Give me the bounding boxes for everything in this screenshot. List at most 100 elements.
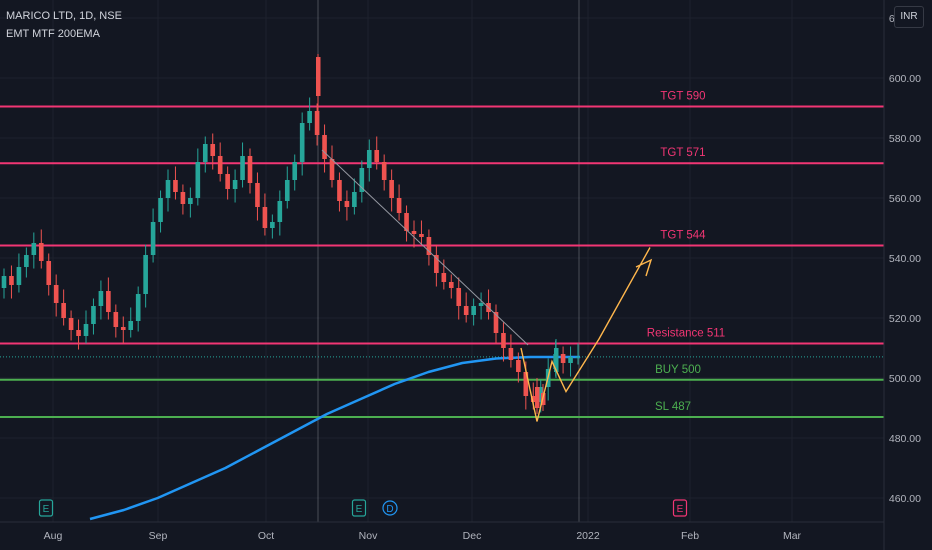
time-tick-label: Mar (783, 530, 802, 542)
level-text: TGT 544 (660, 230, 706, 242)
candle-body (381, 162, 387, 180)
candle-body (232, 180, 238, 189)
candle-body (560, 354, 566, 363)
candle-body (46, 261, 52, 285)
candle-body (143, 255, 148, 294)
symbol-title[interactable]: MARICO LTD, 1D, NSE (6, 10, 122, 22)
time-axis[interactable]: Aug Sep Oct Nov Dec 2022 Feb Mar (0, 521, 884, 542)
currency-badge[interactable]: INR (894, 6, 924, 28)
event-marker-label: E (43, 504, 50, 515)
candle-body (538, 387, 544, 402)
candle-body (165, 180, 171, 198)
drawings (321, 149, 653, 422)
candle-body (396, 198, 402, 213)
candle-body (292, 162, 298, 180)
candle-body (359, 168, 365, 192)
candle-body (426, 237, 432, 255)
candle-body (284, 180, 290, 201)
price-tick-label: 560.00 (889, 193, 921, 205)
candle-body (307, 111, 312, 123)
candle-body (9, 276, 14, 285)
candle-body (366, 150, 372, 168)
time-tick-label: Feb (681, 530, 699, 542)
candle-body (344, 201, 350, 207)
candle-body (501, 333, 506, 348)
event-marker-label: E (677, 504, 684, 515)
candle-body (441, 273, 447, 282)
time-tick-label: Dec (463, 530, 482, 542)
candle-body (434, 255, 439, 273)
time-tick-label: Aug (44, 530, 63, 542)
candle-body (471, 306, 476, 315)
time-tick-label: Nov (359, 530, 378, 542)
earnings-marker-icon[interactable] (351, 499, 367, 517)
candle-body (322, 135, 327, 159)
price-tick-label: 480.00 (889, 433, 921, 445)
candle-body (150, 222, 156, 255)
candle-body (128, 321, 134, 330)
grid (0, 0, 884, 522)
candle-body (374, 150, 380, 162)
candle-body (516, 360, 521, 372)
candle-body (31, 243, 37, 255)
candle-body (530, 396, 536, 402)
candle-body (68, 318, 74, 330)
candle-body (478, 303, 484, 306)
earnings-marker-icon[interactable] (38, 499, 54, 517)
candle-body (210, 144, 216, 156)
time-tick-label: Oct (258, 530, 274, 542)
candle-body (16, 267, 22, 285)
indicator-label[interactable]: EMT MTF 200EMA (6, 28, 100, 40)
event-marker-label: D (386, 504, 393, 515)
level-text: BUY 500 (655, 364, 701, 376)
candle-body (240, 156, 245, 180)
candle-body (173, 180, 178, 192)
candle-body (270, 222, 275, 228)
price-tick-label: 460.00 (889, 493, 921, 505)
candle-body (352, 192, 357, 207)
candle-body (98, 291, 104, 306)
candle-body (53, 285, 59, 303)
earnings-marker-icon[interactable] (672, 499, 688, 517)
trend-line (321, 149, 529, 346)
candle-body (523, 372, 529, 396)
candle-body (554, 348, 559, 372)
candle-body (568, 357, 573, 363)
candle-body (535, 387, 540, 408)
candle-body (448, 282, 454, 288)
level-text: TGT 590 (660, 91, 705, 103)
candle-body (411, 231, 417, 234)
candle-body (195, 162, 201, 198)
candle-body (1, 276, 7, 288)
price-tick-label: 500.00 (889, 373, 921, 385)
level-text: SL 487 (655, 401, 691, 413)
candles (1, 54, 581, 414)
price-tick-label: 580.00 (889, 133, 921, 145)
price-tick-label: 600.00 (889, 73, 921, 85)
candle-body (337, 180, 342, 201)
w-pattern-projection (520, 247, 651, 422)
candle-body (180, 192, 186, 204)
candle-body (314, 111, 320, 135)
candle-body (106, 291, 111, 312)
price-axis[interactable]: 460.00 480.00 500.00 520.00 540.00 560.00 580.… (883, 0, 932, 550)
time-tick-label: Sep (149, 530, 168, 542)
candle-body (262, 207, 268, 228)
candle-body (113, 312, 119, 327)
candle-body (575, 356, 581, 358)
projection-arrowhead (635, 258, 653, 277)
candle-body (277, 201, 283, 222)
candle-body (404, 213, 409, 231)
candle-body (91, 306, 96, 324)
candle-body (329, 159, 335, 180)
candle-body (493, 312, 499, 333)
price-tick-label: 540.00 (889, 253, 921, 265)
dividend-marker-icon[interactable] (382, 500, 398, 516)
candle-body (247, 156, 253, 183)
candle-body (508, 348, 514, 360)
level-text: Resistance 511 (647, 328, 725, 340)
candle-body (456, 288, 462, 306)
candle-body (83, 324, 89, 336)
candle-body (299, 123, 305, 162)
